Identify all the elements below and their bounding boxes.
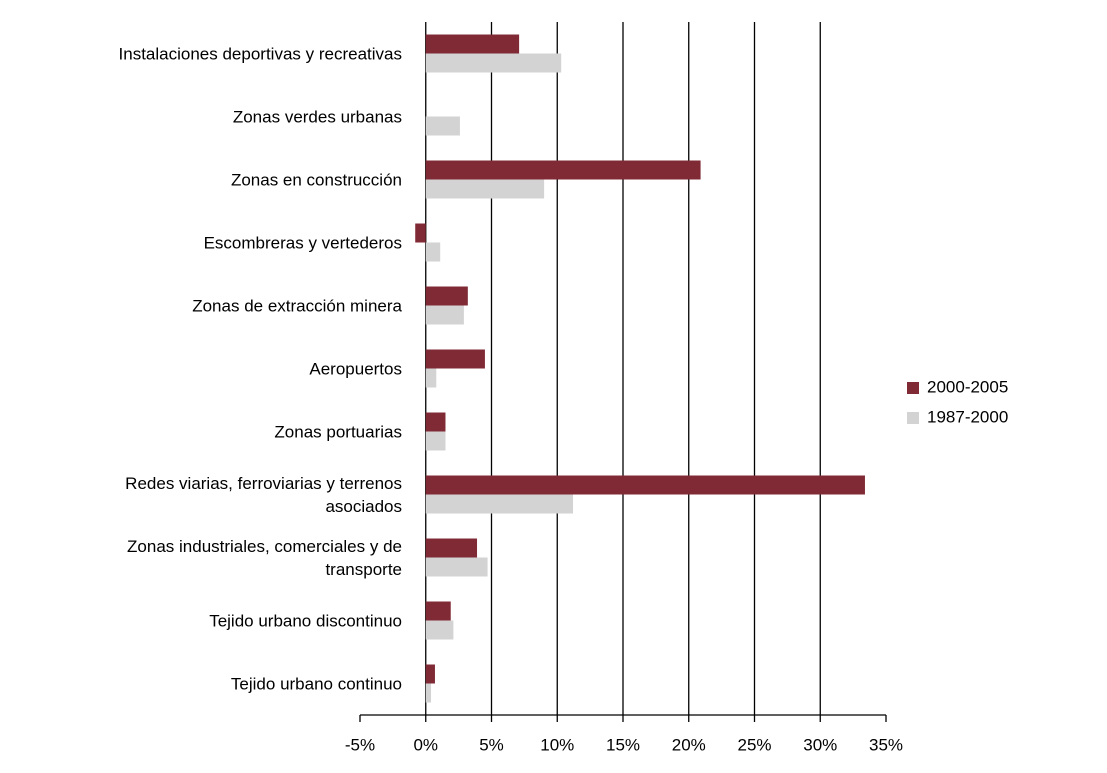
- bar: [425, 305, 464, 325]
- bar: [425, 557, 488, 577]
- y-tick-label: Tejido urbano discontinuo: [209, 611, 402, 630]
- bar: [425, 179, 545, 199]
- legend-label: 1987-2000: [927, 407, 1008, 426]
- legend-label: 2000-2005: [927, 377, 1008, 396]
- bar: [425, 116, 460, 136]
- bar: [415, 223, 426, 243]
- bar: [425, 242, 441, 262]
- legend-swatch: [907, 382, 919, 394]
- bar: [425, 538, 478, 558]
- bar: [425, 431, 446, 451]
- bar: [425, 683, 432, 703]
- x-tick-label: 20%: [672, 735, 706, 754]
- y-tick-label: Zonas portuarias: [274, 422, 402, 441]
- bar: [425, 349, 485, 369]
- y-tick-label: Escombreras y vertederos: [203, 233, 402, 252]
- legend-swatch: [907, 412, 919, 424]
- x-tick-label: 0%: [413, 735, 438, 754]
- bar: [425, 475, 865, 495]
- y-tick-label: Zonas industriales, comerciales y de tra…: [127, 536, 402, 579]
- bar: [425, 601, 451, 621]
- bar: [425, 286, 468, 306]
- bar: [425, 53, 562, 73]
- x-tick-label: 35%: [869, 735, 903, 754]
- x-tick-label: 15%: [606, 735, 640, 754]
- y-tick-label: Zonas en construcción: [230, 170, 402, 189]
- y-tick-label: Zonas verdes urbanas: [232, 107, 402, 126]
- x-tick-label: 25%: [737, 735, 771, 754]
- x-tick-label: 5%: [479, 735, 504, 754]
- bar: [425, 620, 454, 640]
- bar: [425, 368, 437, 388]
- x-tick-label: 10%: [540, 735, 574, 754]
- x-tick-label: -5%: [345, 735, 375, 754]
- y-tick-label: Redes viarias, ferroviarias y terrenos a…: [125, 473, 402, 516]
- bar: [425, 412, 446, 432]
- y-tick-label: Aeropuertos: [309, 359, 402, 378]
- y-tick-label: Instalaciones deportivas y recreativas: [118, 44, 402, 63]
- y-tick-label: Tejido urbano continuo: [230, 674, 402, 693]
- bar: [425, 160, 701, 180]
- bar: [425, 664, 435, 684]
- x-tick-label: 30%: [803, 735, 837, 754]
- y-tick-label: Zonas de extracción minera: [192, 296, 402, 315]
- bar: [425, 494, 574, 514]
- bar: [425, 34, 520, 54]
